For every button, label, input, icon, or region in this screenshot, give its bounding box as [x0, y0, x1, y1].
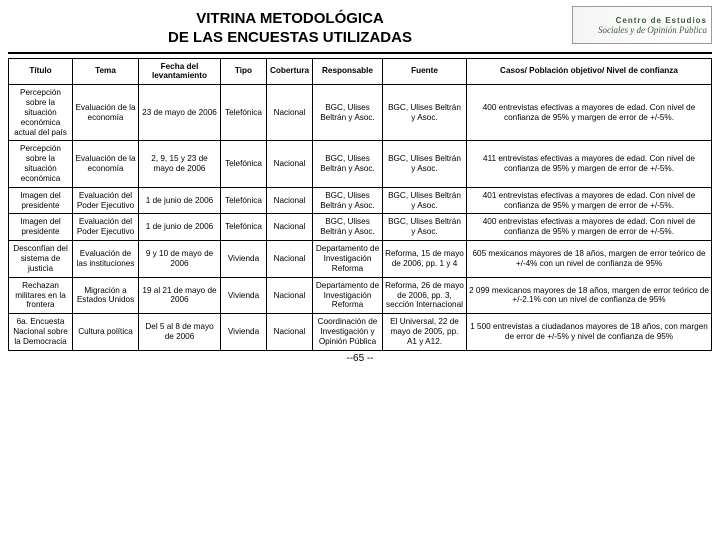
cell-tipo: Telefónica [221, 141, 267, 187]
cell-tipo: Telefónica [221, 187, 267, 214]
cell-tema: Evaluación del Poder Ejecutivo [73, 187, 139, 214]
cell-casos: 400 entrevistas efectivas a mayores de e… [467, 85, 712, 141]
cell-casos: 605 mexicanos mayores de 18 años, margen… [467, 241, 712, 278]
cell-casos: 411 entrevistas efectivas a mayores de e… [467, 141, 712, 187]
cell-tipo: Vivienda [221, 314, 267, 351]
cell-tema: Cultura política [73, 314, 139, 351]
cell-fecha: 1 de junio de 2006 [139, 214, 221, 241]
cell-fecha: 2, 9, 15 y 23 de mayo de 2006 [139, 141, 221, 187]
cell-fecha: 23 de mayo de 2006 [139, 85, 221, 141]
cell-titulo: Desconfían del sistema de justicia [9, 241, 73, 278]
cell-resp: BGC, Ulises Beltrán y Asoc. [313, 187, 383, 214]
cell-casos: 401 entrevistas efectivas a mayores de e… [467, 187, 712, 214]
cell-tema: Evaluación del Poder Ejecutivo [73, 214, 139, 241]
page-number: --65 -- [0, 353, 720, 364]
cell-tema: Evaluación de la economía [73, 85, 139, 141]
col-tipo: Tipo [221, 58, 267, 85]
cell-titulo: Percepción sobre la situación económica … [9, 85, 73, 141]
title-line-2: DE LAS ENCUESTAS UTILIZADAS [8, 29, 572, 48]
logo-text-1: Centro de Estudios [616, 16, 707, 25]
cell-resp: Departamento de Investigación Reforma [313, 241, 383, 278]
logo-text-2: Sociales y de Opinión Pública [598, 25, 707, 35]
col-fuente: Fuente [383, 58, 467, 85]
cell-tema: Migración a Estados Unidos [73, 277, 139, 314]
table-row: Desconfían del sistema de justiciaEvalua… [9, 241, 712, 278]
cell-cob: Nacional [267, 314, 313, 351]
cell-fuente: Reforma, 26 de mayo de 2006, pp. 3, secc… [383, 277, 467, 314]
cell-cob: Nacional [267, 85, 313, 141]
methodology-table: Título Tema Fecha del levantamiento Tipo… [8, 58, 712, 351]
cell-cob: Nacional [267, 141, 313, 187]
cell-fuente: El Universal, 22 de mayo de 2005, pp. A1… [383, 314, 467, 351]
cell-resp: Departamento de Investigación Reforma [313, 277, 383, 314]
table-header-row: Título Tema Fecha del levantamiento Tipo… [9, 58, 712, 85]
cell-titulo: Rechazan militares en la frontera [9, 277, 73, 314]
cell-fecha: 1 de junio de 2006 [139, 187, 221, 214]
cell-titulo: Imagen del presidente [9, 187, 73, 214]
cell-resp: BGC, Ulises Beltrán y Asoc. [313, 141, 383, 187]
page-title: VITRINA METODOLÓGICA DE LAS ENCUESTAS UT… [8, 6, 572, 48]
cell-fuente: BGC, Ulises Beltrán y Asoc. [383, 187, 467, 214]
cell-tema: Evaluación de las instituciones [73, 241, 139, 278]
cell-casos: 2 099 mexicanos mayores de 18 años, marg… [467, 277, 712, 314]
table-row: Imagen del presidenteEvaluación del Pode… [9, 214, 712, 241]
col-responsable: Responsable [313, 58, 383, 85]
cell-fuente: Reforma, 15 de mayo de 2006, pp. 1 y 4 [383, 241, 467, 278]
cell-casos: 1 500 entrevistas a ciudadanos mayores d… [467, 314, 712, 351]
cell-tipo: Telefónica [221, 85, 267, 141]
cell-casos: 400 entrevistas efectivas a mayores de e… [467, 214, 712, 241]
col-titulo: Título [9, 58, 73, 85]
col-casos: Casos/ Población objetivo/ Nivel de conf… [467, 58, 712, 85]
cell-fuente: BGC, Ulises Beltrán y Asoc. [383, 214, 467, 241]
table-row: Percepción sobre la situación económicaE… [9, 141, 712, 187]
cell-titulo: Imagen del presidente [9, 214, 73, 241]
cell-fecha: 9 y 10 de mayo de 2006 [139, 241, 221, 278]
cell-cob: Nacional [267, 277, 313, 314]
table-row: Rechazan militares en la fronteraMigraci… [9, 277, 712, 314]
cell-cob: Nacional [267, 214, 313, 241]
table-row: Percepción sobre la situación económica … [9, 85, 712, 141]
table-row: Imagen del presidenteEvaluación del Pode… [9, 187, 712, 214]
col-tema: Tema [73, 58, 139, 85]
cell-tema: Evaluación de la economía [73, 141, 139, 187]
cell-resp: Coordinación de Investigación y Opinión … [313, 314, 383, 351]
cell-titulo: 6a. Encuesta Nacional sobre la Democraci… [9, 314, 73, 351]
header: VITRINA METODOLÓGICA DE LAS ENCUESTAS UT… [0, 0, 720, 48]
cell-cob: Nacional [267, 241, 313, 278]
cell-resp: BGC, Ulises Beltrán y Asoc. [313, 214, 383, 241]
cell-tipo: Vivienda [221, 277, 267, 314]
table-row: 6a. Encuesta Nacional sobre la Democraci… [9, 314, 712, 351]
cell-titulo: Percepción sobre la situación económica [9, 141, 73, 187]
cell-fecha: 19 al 21 de mayo de 2006 [139, 277, 221, 314]
cell-cob: Nacional [267, 187, 313, 214]
col-cobertura: Cobertura [267, 58, 313, 85]
cell-tipo: Telefónica [221, 214, 267, 241]
cell-tipo: Vivienda [221, 241, 267, 278]
cell-fuente: BGC, Ulises Beltrán y Asoc. [383, 141, 467, 187]
cell-resp: BGC, Ulises Beltrán y Asoc. [313, 85, 383, 141]
title-line-1: VITRINA METODOLÓGICA [8, 10, 572, 29]
cell-fecha: Del 5 al 8 de mayo de 2006 [139, 314, 221, 351]
col-fecha: Fecha del levantamiento [139, 58, 221, 85]
logo-cesop: Centro de Estudios Sociales y de Opinión… [572, 6, 712, 44]
cell-fuente: BGC, Ulises Beltrán y Asoc. [383, 85, 467, 141]
divider [8, 52, 712, 54]
